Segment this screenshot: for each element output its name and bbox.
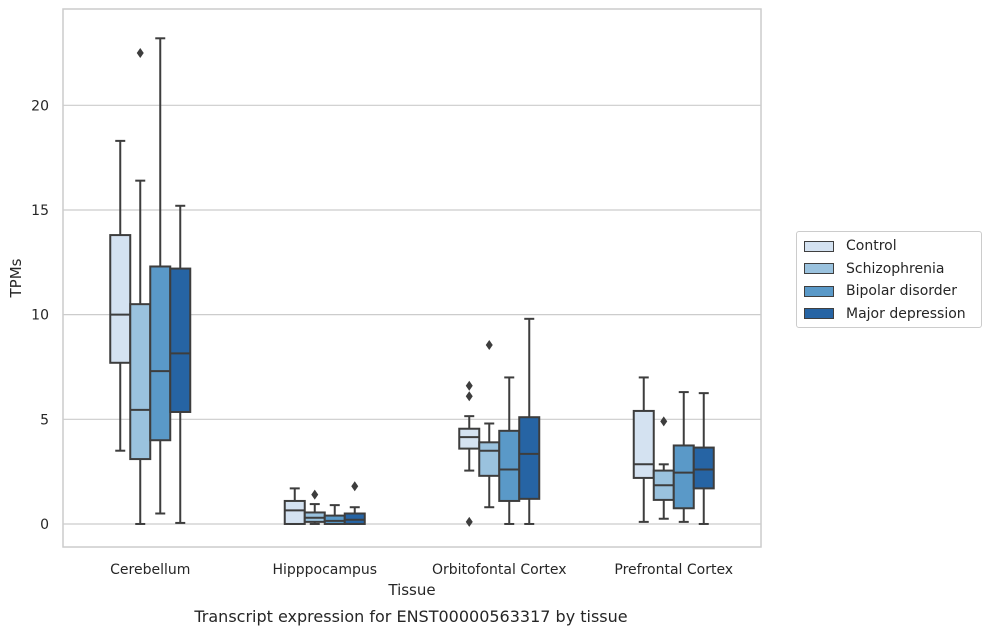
- legend-item: Major depression: [797, 303, 981, 326]
- boxes: [109, 37, 715, 527]
- box-schizophrenia-1: [129, 47, 152, 525]
- box-iqr: [343, 512, 366, 525]
- box-bipolar-disorder-1: [149, 37, 172, 515]
- box-control-3: [458, 380, 481, 527]
- legend-label: Major depression: [846, 305, 966, 322]
- outlier-point: [660, 416, 668, 427]
- y-tick-label: 15: [31, 203, 49, 219]
- box-major-depression-2: [343, 481, 366, 525]
- box-control-1: [109, 139, 132, 452]
- box-iqr: [478, 441, 501, 477]
- box-bipolar-disorder-3: [498, 376, 521, 525]
- y-tick-labels: 0 5 10 15 20: [31, 98, 49, 533]
- x-tick-label: Hipppocampus: [272, 562, 377, 578]
- box-control-2: [283, 487, 306, 525]
- box-iqr: [498, 429, 521, 502]
- y-tick-label: 0: [40, 517, 49, 533]
- x-tick-label: Prefrontal Cortex: [614, 562, 733, 578]
- box-bipolar-disorder-2: [323, 504, 346, 525]
- outlier-point: [465, 516, 473, 527]
- legend-item: Schizophrenia: [797, 258, 981, 281]
- legend-label: Bipolar disorder: [846, 283, 958, 300]
- box-iqr: [518, 416, 541, 500]
- outlier-point: [311, 489, 319, 500]
- box-iqr: [632, 409, 655, 479]
- box-iqr: [109, 234, 132, 364]
- box-iqr: [692, 446, 715, 490]
- plot-area-frame: [62, 8, 762, 548]
- box-schizophrenia-4: [652, 416, 675, 520]
- box-iqr: [169, 267, 192, 413]
- legend-swatch: [804, 263, 834, 275]
- x-axis-label: Tissue: [387, 581, 435, 599]
- x-tick-label: Orbitofontal Cortex: [432, 562, 567, 578]
- legend-swatch: [804, 240, 834, 252]
- box-major-depression-1: [169, 204, 192, 524]
- y-tick-label: 10: [31, 308, 49, 324]
- box-iqr: [672, 444, 695, 510]
- box-iqr: [149, 265, 172, 442]
- box-iqr: [129, 303, 152, 461]
- outlier-point: [351, 481, 359, 492]
- x-tick-labels: Cerebellum Hipppocampus Orbitofontal Corte…: [110, 562, 733, 578]
- figure-caption: Transcript expression for ENST0000056331…: [193, 607, 627, 626]
- legend-label: Schizophrenia: [846, 260, 945, 277]
- box-control-4: [632, 376, 655, 523]
- box-iqr: [458, 427, 481, 450]
- y-tick-label: 20: [31, 98, 49, 114]
- box-major-depression-3: [518, 317, 541, 525]
- box-schizophrenia-3: [478, 339, 501, 509]
- legend: Control Schizophrenia Bipolar disorder Majo…: [796, 231, 982, 328]
- box-iqr: [283, 499, 306, 525]
- x-tick-label: Cerebellum: [110, 562, 190, 578]
- legend-item: Bipolar disorder: [797, 280, 981, 303]
- y-axis-label: TPMs: [7, 258, 25, 298]
- legend-swatch: [804, 308, 834, 320]
- outlier-point: [485, 339, 493, 350]
- y-tick-label: 5: [40, 412, 49, 428]
- legend-swatch: [804, 285, 834, 297]
- legend-label: Control: [846, 238, 897, 255]
- box-bipolar-disorder-4: [672, 391, 695, 523]
- box-major-depression-4: [692, 392, 715, 525]
- outlier-point: [136, 47, 144, 58]
- box-schizophrenia-2: [303, 489, 326, 525]
- outlier-point: [465, 380, 473, 391]
- outlier-point: [465, 391, 473, 402]
- box-iqr: [323, 514, 346, 525]
- legend-item: Control: [797, 235, 981, 258]
